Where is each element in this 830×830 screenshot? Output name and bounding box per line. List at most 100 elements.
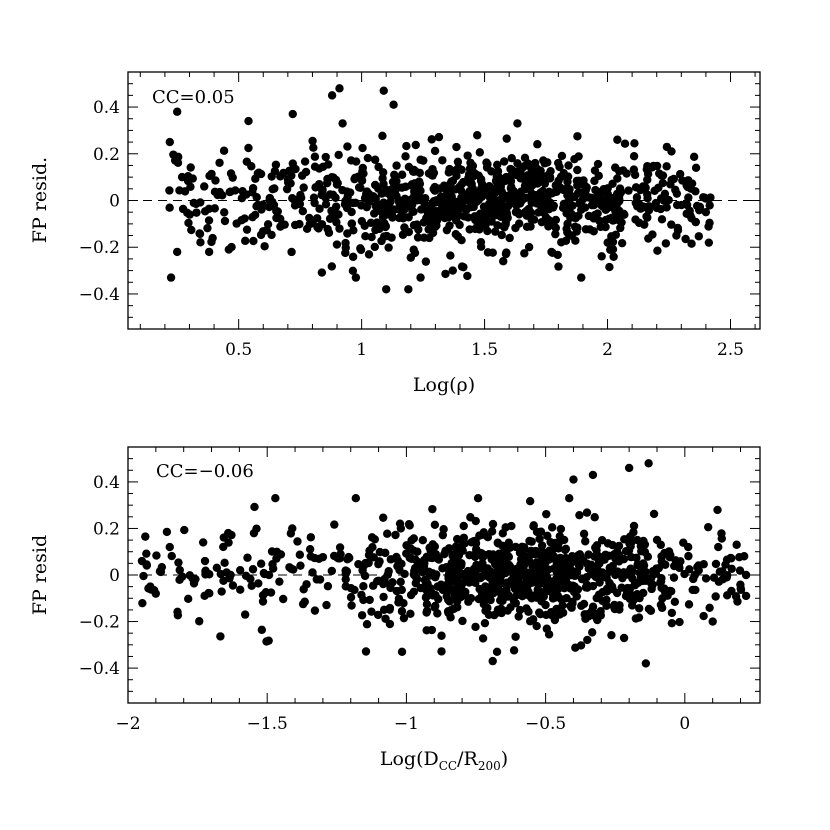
data-point [436, 580, 446, 589]
data-point [574, 152, 583, 161]
data-point [535, 608, 544, 617]
data-point [228, 581, 238, 590]
xlabel-mid: /R [457, 748, 478, 770]
x-tick-label: −1 [394, 714, 419, 734]
data-point [739, 552, 749, 561]
data-point [365, 190, 374, 199]
data-point [201, 570, 210, 579]
data-point [672, 200, 682, 210]
data-point [582, 508, 592, 517]
y-tick-label: 0.2 [93, 145, 120, 165]
data-point [374, 184, 383, 193]
data-point [374, 162, 383, 172]
data-point [481, 571, 491, 580]
data-point [493, 174, 503, 183]
data-point [429, 184, 438, 194]
data-point [629, 152, 639, 161]
data-point [727, 564, 736, 573]
data-point [562, 202, 571, 212]
data-point [290, 220, 300, 230]
data-point [288, 109, 297, 119]
data-point [451, 230, 461, 239]
data-point [186, 163, 195, 172]
data-point [741, 570, 751, 580]
data-point [298, 206, 308, 216]
data-point [343, 555, 352, 564]
data-point [228, 173, 237, 182]
data-point [207, 237, 216, 247]
data-point [480, 618, 490, 628]
data-point [306, 533, 316, 542]
data-point [503, 550, 512, 560]
data-point [535, 173, 545, 182]
data-point [670, 597, 680, 606]
data-point [412, 220, 422, 229]
data-point [620, 535, 629, 544]
data-point [464, 170, 474, 179]
data-point [272, 554, 281, 563]
data-point [413, 547, 422, 556]
data-point [694, 232, 704, 241]
data-point [386, 197, 395, 206]
data-point [235, 566, 245, 575]
data-point [177, 172, 187, 182]
data-point [602, 587, 612, 596]
data-point [714, 542, 723, 552]
data-point [394, 598, 403, 607]
data-point [534, 208, 543, 217]
data-point [463, 192, 473, 201]
data-point [481, 215, 491, 224]
data-point [405, 198, 415, 207]
data-point [347, 219, 357, 228]
data-point [250, 502, 259, 512]
data-point [401, 152, 410, 161]
data-point [511, 632, 520, 641]
data-point [175, 565, 184, 575]
data-point [220, 558, 229, 568]
data-point [689, 152, 699, 161]
data-point [204, 216, 214, 225]
data-point [259, 568, 269, 578]
data-point [593, 159, 603, 169]
data-point [502, 134, 511, 143]
top-tick-labels: 0.5 1 1.5 2 2.5 0.4 0.2 0 −0.2 −0.4 [79, 98, 744, 360]
data-point [533, 140, 542, 149]
data-point [431, 573, 440, 582]
data-point [545, 586, 554, 596]
data-point [334, 150, 343, 160]
data-point [641, 659, 651, 668]
data-point [475, 148, 485, 157]
data-point [321, 200, 331, 209]
data-point [327, 262, 337, 271]
data-point [266, 588, 276, 597]
data-point [426, 584, 435, 593]
data-point [654, 563, 664, 573]
data-point [425, 553, 434, 562]
bottom-y-axis-label: FP resid [29, 535, 51, 615]
data-point [404, 520, 414, 529]
data-point [673, 223, 682, 233]
data-point [382, 285, 391, 294]
data-point [222, 568, 231, 577]
data-point [643, 194, 652, 203]
data-point [315, 204, 324, 213]
data-point [699, 560, 708, 569]
x-tick-label: 0.5 [225, 340, 252, 360]
data-point [397, 607, 407, 616]
data-point [271, 160, 281, 169]
data-point [703, 522, 713, 532]
data-point [396, 577, 405, 587]
data-point [529, 615, 538, 624]
data-point [240, 610, 250, 619]
data-point [614, 541, 624, 551]
data-point [551, 590, 560, 599]
data-point [685, 565, 694, 574]
data-point [395, 205, 404, 215]
data-point [172, 247, 182, 257]
data-point [383, 529, 392, 538]
data-point [494, 555, 504, 565]
data-point [554, 158, 563, 168]
data-point [656, 577, 666, 586]
data-point [242, 225, 252, 234]
data-point [669, 174, 679, 184]
